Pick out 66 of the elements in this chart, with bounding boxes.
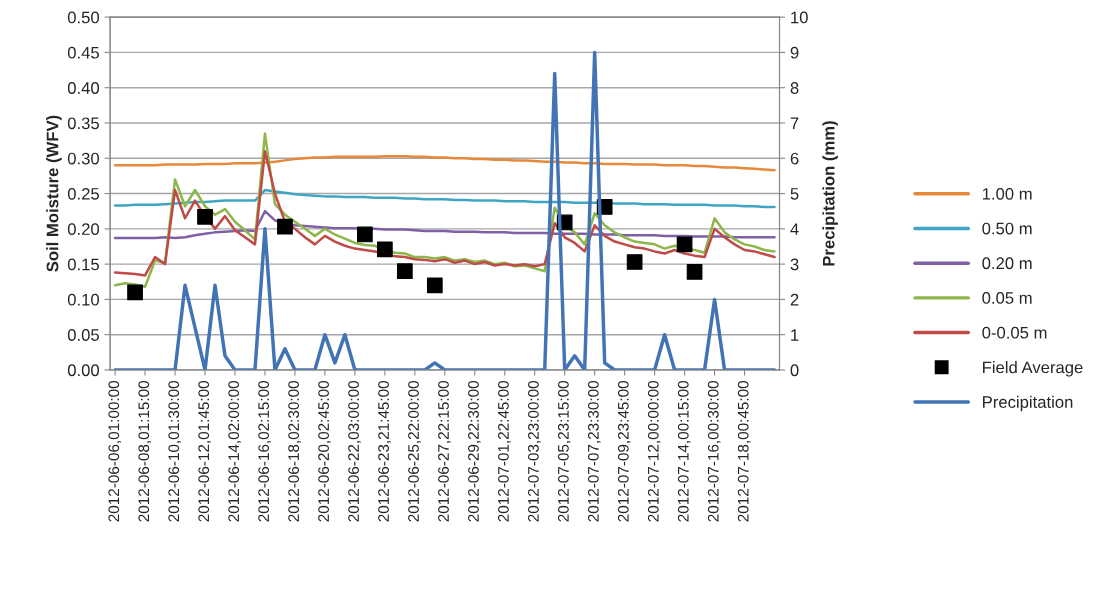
y-tick-label: 0.40 bbox=[67, 82, 100, 94]
x-tick-label: 2012-06-27,22:15:00 bbox=[438, 380, 451, 522]
legend-label: Precipitation bbox=[983, 395, 1073, 412]
x-tick-label: 2012-07-03,23:00:00 bbox=[528, 380, 541, 522]
x-tick-label: 2012-07-16,00:30:00 bbox=[707, 380, 721, 522]
legend-label: 0.50 m bbox=[982, 222, 1032, 235]
y-tick-label: 0.05 bbox=[67, 329, 99, 341]
x-tick-label: 2012-06-14,02:00:00 bbox=[228, 380, 241, 522]
x-tick-label: 2012-06-25,22:00:00 bbox=[408, 380, 421, 522]
y-tick-label: 0.25 bbox=[67, 187, 99, 200]
y-tick-label: 0.00 bbox=[67, 364, 100, 377]
y2-axis-title: Precipitation (mm) bbox=[822, 121, 838, 266]
y2-tick-label: 7 bbox=[790, 117, 799, 130]
point bbox=[676, 236, 693, 253]
y-tick-label: 0.10 bbox=[67, 293, 100, 306]
y2-tick-label: 8 bbox=[790, 82, 799, 94]
x-tick-label: 2012-07-05,23:15:00 bbox=[557, 380, 571, 522]
x-tick-label: 2012-06-16,02:15:00 bbox=[258, 380, 271, 522]
x-tick-label: 2012-06-22,03:00:00 bbox=[348, 380, 361, 522]
point bbox=[396, 263, 413, 280]
y-tick-label: 0.50 bbox=[67, 11, 100, 24]
x-tick-label: 2012-07-09,23:45:00 bbox=[617, 380, 631, 522]
point bbox=[626, 254, 643, 270]
y2-tick-label: 6 bbox=[790, 152, 799, 165]
y-axis-title: Soil Moisture (WFV) bbox=[46, 115, 62, 272]
line-series bbox=[113, 154, 776, 172]
legend-label: 0.20 m bbox=[982, 257, 1032, 270]
x-tick-label: 2012-07-18,00:45:00 bbox=[737, 380, 751, 522]
legend-label: 1.00 m bbox=[982, 187, 1032, 200]
y2-tick-label: 9 bbox=[790, 46, 799, 59]
x-tick-label: 2012-06-23,21:45:00 bbox=[378, 380, 391, 522]
x-tick-label: 2012-06-06,01:00:00 bbox=[108, 380, 121, 522]
x-tick-label: 2012-06-20,02:45:00 bbox=[318, 380, 331, 522]
point bbox=[376, 241, 393, 258]
point bbox=[686, 264, 703, 280]
point bbox=[197, 208, 213, 225]
legend-label: 0.05 m bbox=[982, 292, 1032, 304]
point bbox=[426, 277, 443, 294]
x-tick-label: 2012-07-01,22:45:00 bbox=[498, 380, 511, 522]
point bbox=[277, 218, 293, 235]
line-series bbox=[113, 50, 777, 370]
y2-tick-label: 3 bbox=[790, 258, 799, 271]
y-tick-label: 0.35 bbox=[67, 117, 99, 130]
x-tick-label: 2012-06-18,02:30:00 bbox=[288, 380, 301, 522]
x-tick-label: 2012-07-14,00:15:00 bbox=[677, 380, 691, 522]
y2-tick-label: 0 bbox=[790, 364, 799, 377]
y-tick-label: 0.20 bbox=[67, 223, 100, 236]
y-tick-label: 0.15 bbox=[67, 258, 99, 271]
y2-tick-label: 2 bbox=[790, 293, 799, 306]
line-series bbox=[113, 149, 776, 277]
y-tick-label: 0.45 bbox=[67, 46, 99, 59]
x-tick-label: 2012-07-12,00:00:00 bbox=[647, 380, 661, 522]
y2-tick-label: 5 bbox=[790, 188, 799, 200]
legend-label: 0-0.05 m bbox=[982, 326, 1047, 339]
y2-tick-label: 1 bbox=[791, 329, 799, 341]
x-tick-label: 2012-06-10,01:30:00 bbox=[168, 380, 181, 522]
x-tick-label: 2012-06-12,01:45:00 bbox=[198, 380, 211, 522]
y-tick-label: 0.30 bbox=[67, 152, 100, 165]
x-tick-label: 2012-06-08,01:15:00 bbox=[138, 380, 151, 522]
point bbox=[127, 284, 143, 301]
y2-tick-label: 4 bbox=[790, 223, 799, 235]
x-tick-label: 2012-07-07,23:30:00 bbox=[587, 380, 601, 522]
point bbox=[357, 226, 373, 243]
y2-tick-label: 10 bbox=[791, 11, 808, 24]
x-tick-label: 2012-06-29,22:30:00 bbox=[468, 380, 481, 522]
legend-label: Field Average bbox=[983, 361, 1083, 377]
